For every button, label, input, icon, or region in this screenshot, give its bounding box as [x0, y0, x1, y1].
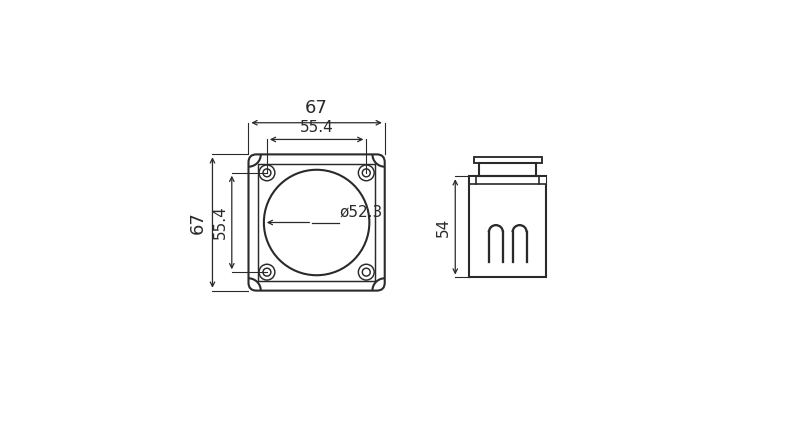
- Bar: [474, 157, 542, 163]
- Bar: [258, 164, 375, 281]
- Text: 55.4: 55.4: [300, 120, 333, 135]
- Bar: [469, 176, 546, 277]
- Bar: [470, 177, 477, 184]
- Text: 54: 54: [436, 217, 451, 237]
- Text: ø52.3: ø52.3: [340, 205, 383, 220]
- Bar: [539, 177, 546, 184]
- Text: 67: 67: [188, 211, 206, 234]
- Bar: [479, 163, 536, 176]
- Text: 67: 67: [305, 100, 328, 117]
- Text: 55.4: 55.4: [213, 206, 227, 239]
